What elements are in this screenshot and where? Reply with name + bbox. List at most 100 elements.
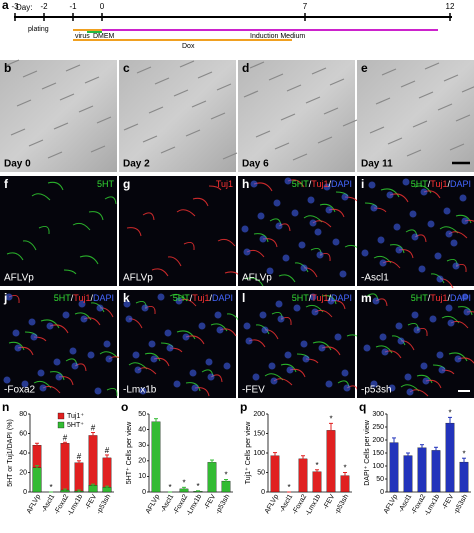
bar: [298, 458, 308, 493]
cell-texture: [443, 74, 459, 82]
nucleus: [134, 366, 142, 374]
nucleus: [175, 297, 183, 305]
neurite: [74, 312, 92, 321]
cell-texture: [191, 100, 207, 108]
nucleus: [214, 311, 222, 319]
cell-texture: [47, 151, 63, 159]
significance-mark: *: [182, 478, 185, 487]
cell-texture: [317, 136, 333, 144]
nucleus: [5, 293, 13, 301]
nucleus: [420, 188, 428, 196]
nucleus: [273, 199, 281, 207]
significance-mark: *: [168, 483, 171, 492]
channel-name: DAPI: [331, 179, 352, 189]
nucleus: [284, 351, 292, 359]
nucleus: [252, 373, 260, 381]
cell-texture: [449, 143, 465, 151]
cell-texture: [222, 152, 238, 160]
neurite: [126, 227, 142, 237]
nucleus: [402, 178, 410, 186]
nucleus: [189, 369, 197, 377]
channel-name: 5HT: [173, 293, 191, 303]
neurite: [79, 255, 99, 265]
neurite: [319, 203, 336, 213]
bar: [326, 430, 336, 493]
panel-letter: k: [123, 291, 130, 305]
neurite: [40, 319, 60, 329]
nucleus: [452, 262, 460, 270]
neurite: [151, 268, 169, 277]
neurite: [192, 197, 209, 207]
cell-texture: [10, 128, 26, 136]
nucleus: [411, 311, 419, 319]
nucleus: [139, 387, 147, 395]
nucleus: [207, 373, 215, 381]
channel-label: 5HT/Tuj1/DAPI: [411, 179, 471, 189]
cell-texture: [323, 107, 339, 115]
neurite: [142, 212, 155, 221]
channel-name: Tuj1: [311, 293, 328, 303]
nucleus: [388, 384, 396, 392]
nucleus: [198, 322, 206, 330]
channel-name: Tuj1: [73, 293, 90, 303]
cell-texture: [22, 70, 38, 78]
stage-label: plating: [28, 26, 49, 33]
condition-label: -Ascl1: [361, 273, 389, 284]
y-axis-label: 5HT⁺ Cells per view: [126, 421, 133, 484]
y-axis-label: Tuj1⁺ Cells per view: [245, 421, 252, 485]
channel-label: 5HT: [97, 179, 115, 189]
neurite: [244, 277, 264, 287]
fluorescence-image: [0, 176, 117, 286]
channel-name: Tuj1: [430, 293, 447, 303]
cell-texture: [400, 80, 416, 88]
nucleus: [223, 362, 231, 370]
nucleus: [381, 348, 389, 356]
nucleus: [370, 204, 378, 212]
day-tick-label: -3: [11, 2, 19, 11]
neurite: [391, 335, 406, 346]
neurite: [430, 273, 445, 284]
cell-texture: [65, 64, 81, 72]
neurite: [72, 222, 91, 231]
y-tick-label: 40: [19, 450, 27, 457]
x-tick-label: -p53sh: [215, 493, 232, 515]
nucleus: [46, 322, 54, 330]
nucleus: [266, 267, 274, 275]
significance-mark: #: [91, 424, 96, 433]
nucleus: [21, 380, 29, 388]
channel-label: Tuj1: [216, 179, 233, 189]
cell-texture: [59, 93, 75, 101]
nucleus: [268, 362, 276, 370]
y-tick-label: 50: [376, 476, 384, 483]
y-tick-label: 300: [372, 411, 384, 418]
nucleus: [379, 259, 387, 267]
channel-separator: /: [309, 179, 312, 189]
y-tick-label: 0: [142, 489, 146, 496]
x-tick-label: AFLVp: [383, 493, 400, 515]
channel-name: Tuj1: [311, 179, 328, 189]
stage-label: DMEM: [93, 33, 115, 40]
neurite: [104, 196, 117, 205]
bar: [221, 480, 231, 493]
cell-texture: [41, 82, 57, 90]
neurite: [88, 211, 104, 221]
cell-texture: [179, 60, 195, 68]
nucleus: [339, 270, 347, 278]
channel-label: 5HT/Tuj1/DAPI: [173, 293, 233, 303]
nucleus: [132, 351, 140, 359]
cell-texture: [185, 129, 201, 137]
condition-label: AFLVp: [242, 273, 272, 284]
nucleus: [55, 373, 63, 381]
y-tick-label: 150: [253, 430, 265, 437]
bar: [60, 443, 70, 493]
cell-texture: [123, 123, 139, 131]
nucleus: [282, 254, 290, 262]
cell-texture: [292, 153, 308, 161]
nucleus: [361, 249, 369, 257]
panel-letter: l: [242, 291, 245, 305]
panel-letter: p: [240, 400, 247, 414]
fluorescence-image: [238, 176, 355, 286]
cell-texture: [216, 83, 232, 91]
cell-texture: [455, 114, 471, 122]
nucleus: [397, 337, 405, 345]
